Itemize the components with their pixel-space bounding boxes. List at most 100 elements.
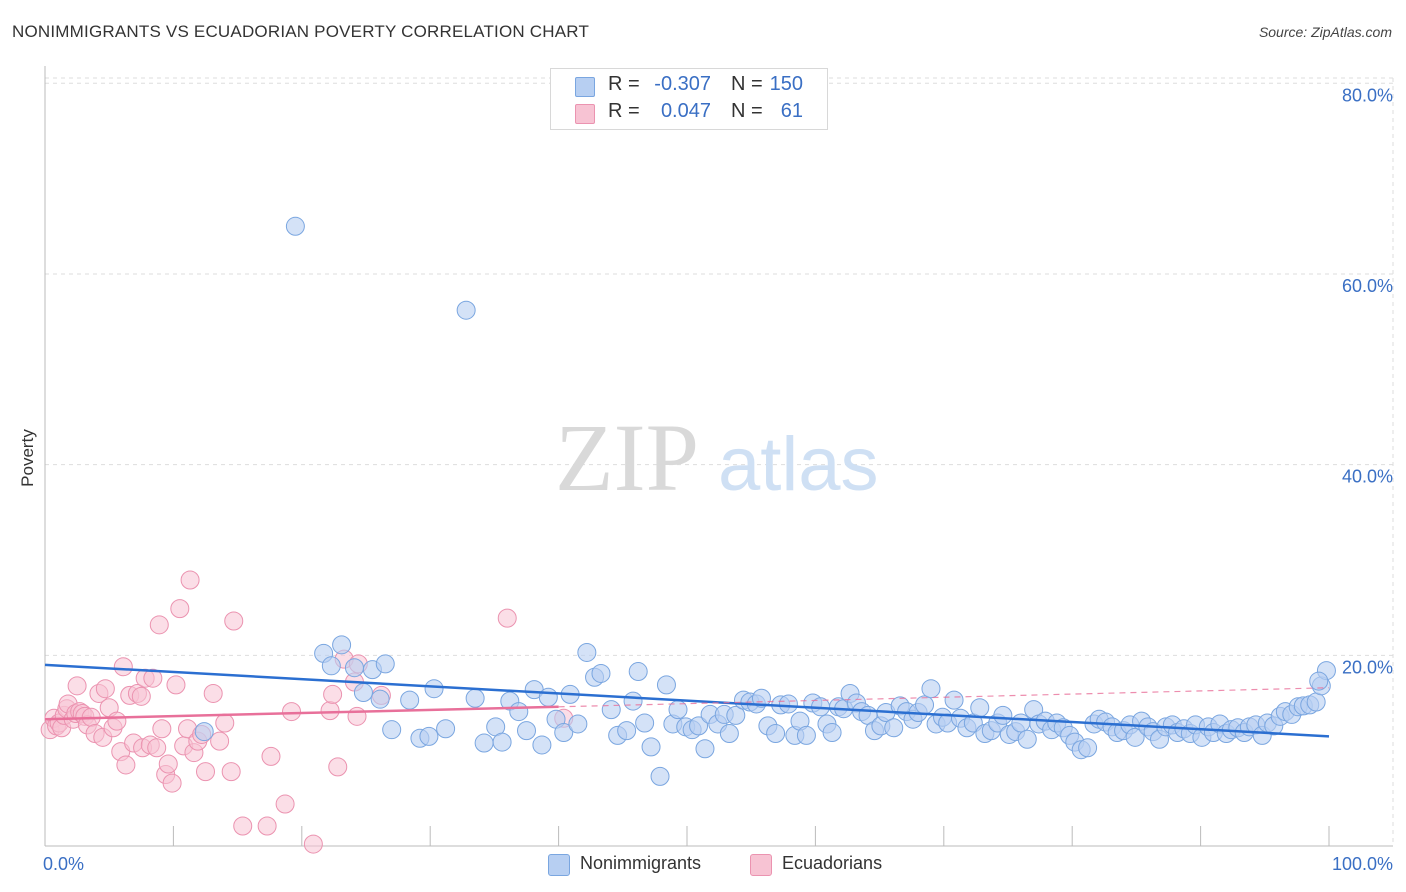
ecuadorians-point — [107, 711, 127, 731]
ecuadorians-point — [143, 668, 163, 688]
nonimmigrants-point — [1078, 738, 1098, 758]
nonimmigrants-point — [465, 688, 485, 708]
nonimmigrants-point — [921, 679, 941, 699]
ecuadorians-point — [203, 683, 223, 703]
nonimmigrants-point — [591, 663, 611, 683]
chart-title: NONIMMIGRANTS VS ECUADORIAN POVERTY CORR… — [12, 22, 590, 41]
nonimmigrants-point — [726, 705, 746, 725]
nonimmigrants-point — [382, 720, 402, 740]
bottom-legend-label: Nonimmigrants — [580, 853, 702, 873]
legend-swatch-pink — [750, 854, 772, 876]
nonimmigrants-point — [568, 714, 588, 734]
ecuadorians-point — [320, 701, 340, 721]
ecuadorians-point — [131, 686, 151, 706]
nonimmigrants-point — [321, 656, 341, 676]
nonimmigrants-point — [641, 737, 661, 757]
grid-layer — [45, 77, 1394, 846]
nonimmigrants-point — [719, 724, 739, 744]
y-tick-label: 40.0% — [1342, 467, 1393, 487]
nonimmigrants-point — [695, 739, 715, 759]
ecuadorians-point — [95, 679, 115, 699]
nonimmigrants-point — [1306, 692, 1326, 712]
ecuadorians-trendline — [44, 705, 559, 721]
nonimmigrants-point — [532, 735, 552, 755]
nonimmigrants-point — [1011, 713, 1031, 733]
nonimmigrants-point — [492, 732, 512, 752]
ecuadorians-point — [347, 706, 367, 726]
ecuadorians-point — [170, 599, 190, 619]
ecuadorians-trendline-extension — [558, 687, 1330, 708]
nonimmigrants-point — [623, 691, 643, 711]
nonimmigrants-point — [194, 722, 214, 742]
nonimmigrants-point — [944, 690, 964, 710]
nonimmigrants-point — [766, 724, 786, 744]
nonimmigrants-point — [628, 662, 648, 682]
nonimmigrants-point — [796, 725, 816, 745]
ecuadorians-point — [196, 762, 215, 782]
ecuadorians-point — [215, 713, 235, 733]
bottom-legend: Nonimmigrants Ecuadorians — [0, 852, 1406, 876]
nonimmigrants-point — [689, 716, 709, 736]
nonimmigrants-point — [370, 689, 390, 709]
ecuadorians-point — [180, 570, 200, 590]
ecuadorians-point — [261, 746, 281, 766]
legend-r-value: 0.047 — [660, 100, 711, 122]
nonimmigrants-point — [474, 733, 494, 753]
watermark: ZIP atlas — [555, 404, 879, 511]
nonimmigrants-point — [554, 723, 574, 743]
nonimmigrants-trendline — [44, 663, 1330, 738]
legend-n-value: 150 — [769, 73, 803, 95]
ecuadorians-point — [149, 615, 169, 635]
nonimmigrants-point — [400, 690, 420, 710]
source-label: Source: ZipAtlas.com — [1258, 24, 1392, 40]
nonimmigrants-point — [751, 688, 771, 708]
nonimmigrants-point — [577, 642, 597, 662]
ecuadorians-point — [323, 684, 343, 704]
ecuadorians-point — [224, 611, 244, 631]
watermark-zip: ZIP — [555, 404, 699, 511]
nonimmigrants-point — [517, 721, 536, 741]
y-tick-label: 80.0% — [1342, 85, 1393, 105]
nonimmigrants-point — [884, 718, 904, 738]
ecuadorians-point — [275, 794, 295, 814]
ecuadorians-point — [147, 738, 167, 758]
legend-n-value: 61 — [780, 100, 803, 122]
y-tick-label: 20.0% — [1342, 657, 1393, 677]
nonimmigrants-point — [650, 766, 670, 786]
y-tick-label: 60.0% — [1342, 276, 1393, 296]
ecuadorians-point — [210, 731, 230, 751]
nonimmigrants-point — [285, 216, 305, 236]
ecuadorians-point — [162, 773, 182, 793]
ecuadorians-point — [158, 754, 178, 774]
nonimmigrants-point — [1017, 729, 1037, 749]
legend-r-label: R = — [608, 73, 640, 95]
nonimmigrants-point — [353, 683, 373, 703]
nonimmigrants-point — [436, 719, 456, 739]
nonimmigrants-points — [194, 216, 1336, 786]
nonimmigrants-point — [332, 635, 352, 655]
ecuadorians-point — [497, 608, 517, 628]
bottom-legend-label: Ecuadorians — [782, 853, 883, 873]
nonimmigrants-point — [419, 726, 439, 746]
x-tick-label: 0.0% — [43, 854, 84, 874]
legend-swatch-blue — [548, 854, 570, 876]
ecuadorians-point — [67, 676, 87, 696]
nonimmigrants-point — [915, 695, 935, 715]
nonimmigrants-point — [1309, 671, 1329, 691]
ecuadorians-point — [166, 675, 186, 695]
ecuadorians-point — [257, 816, 277, 836]
legend-swatch-blue — [575, 77, 595, 97]
watermark-atlas: atlas — [718, 422, 879, 507]
nonimmigrants-point — [538, 687, 558, 707]
legend-row-ecuadorians: R = 0.047 N = 61 — [551, 100, 827, 126]
nonimmigrants-point — [601, 700, 621, 720]
legend-swatch-pink — [575, 104, 595, 124]
ecuadorians-point — [233, 816, 253, 836]
ecuadorians-point — [152, 719, 172, 739]
y-axis-label: Poverty — [18, 429, 37, 487]
ecuadorians-point — [116, 755, 136, 775]
ecuadorians-point — [282, 702, 302, 722]
axis-labels: 20.0% 40.0% 60.0% 80.0% 0.0% 100.0% — [43, 85, 1393, 874]
nonimmigrants-point — [1125, 727, 1145, 747]
